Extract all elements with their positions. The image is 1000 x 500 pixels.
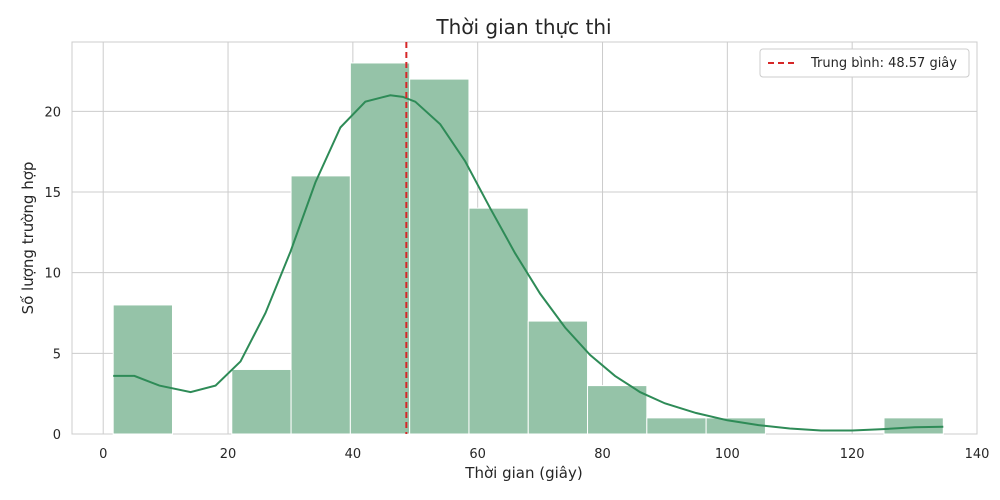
x-tick-label: 140 bbox=[965, 447, 990, 462]
x-axis-label: Thời gian (giây) bbox=[464, 464, 582, 482]
legend: Trung bình: 48.57 giây bbox=[759, 48, 970, 78]
kde-curve bbox=[113, 94, 944, 432]
x-tick-label: 120 bbox=[840, 447, 865, 462]
y-tick-label: 0 bbox=[53, 428, 61, 443]
histogram-bars bbox=[112, 62, 944, 435]
y-tick-label: 5 bbox=[53, 347, 61, 362]
y-tick-label: 20 bbox=[44, 105, 61, 120]
histogram-bar bbox=[646, 417, 707, 435]
x-tick-label: 20 bbox=[220, 447, 237, 462]
histogram-bar bbox=[112, 304, 173, 435]
histogram-bar bbox=[705, 417, 766, 435]
y-tick-label: 10 bbox=[44, 267, 61, 282]
histogram-bar bbox=[231, 368, 292, 435]
y-axis-ticks: 0 5 10 15 20 bbox=[44, 105, 61, 443]
chart-title: Thời gian thực thi bbox=[435, 15, 611, 39]
histogram-bar bbox=[527, 320, 589, 435]
x-tick-label: 60 bbox=[469, 447, 486, 462]
plot-area bbox=[71, 41, 978, 435]
y-axis-label: Số lượng trường hợp bbox=[19, 162, 37, 315]
histogram-bar bbox=[883, 417, 944, 435]
histogram-bar bbox=[587, 385, 648, 435]
x-tick-label: 80 bbox=[594, 447, 611, 462]
histogram-bar bbox=[409, 78, 470, 435]
legend-box bbox=[759, 48, 970, 78]
x-tick-label: 40 bbox=[345, 447, 362, 462]
histogram-bar bbox=[290, 175, 351, 435]
histogram-bar bbox=[468, 207, 529, 435]
legend-mean-label: Trung bình: 48.57 giây bbox=[810, 56, 957, 71]
x-tick-label: 0 bbox=[99, 447, 107, 462]
x-axis-ticks: 0 20 40 60 80 100 120 140 bbox=[99, 447, 989, 462]
y-tick-label: 15 bbox=[44, 186, 61, 201]
histogram-bar bbox=[349, 62, 411, 435]
x-tick-label: 100 bbox=[715, 447, 740, 462]
